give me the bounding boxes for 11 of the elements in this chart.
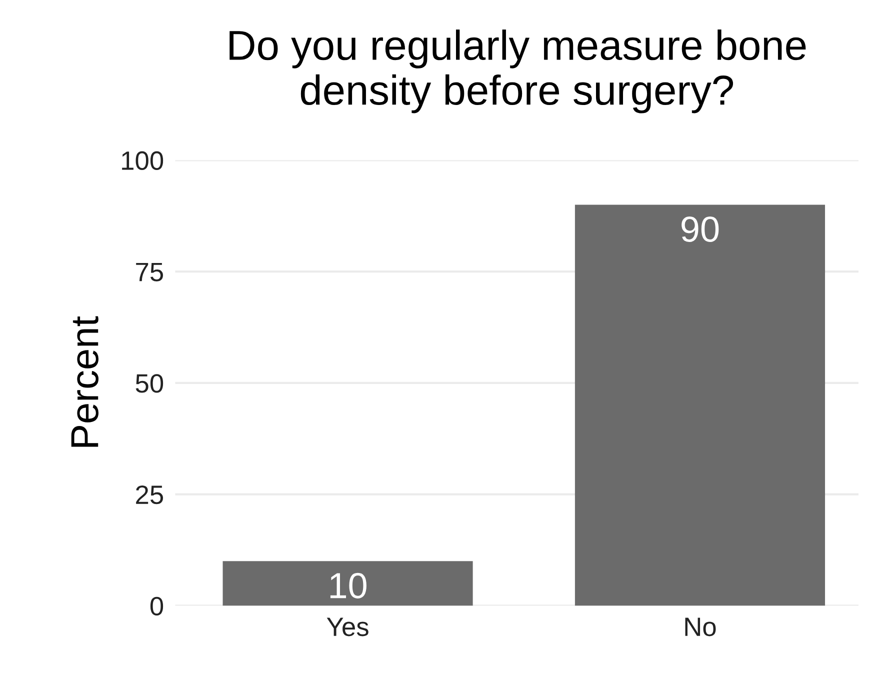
y-tick-label: 25 xyxy=(136,485,163,504)
y-tick-label: 75 xyxy=(136,262,163,282)
y-tick-label: 100 xyxy=(122,151,164,170)
x-tick-label: No xyxy=(685,618,716,636)
x-tick-label: Yes xyxy=(326,618,368,636)
y-tick-label: 50 xyxy=(136,374,164,393)
chart-title: Do you regularly measure bone density before surgery? xyxy=(230,30,806,114)
data-label: 10 xyxy=(330,572,366,598)
y-tick-label: 0 xyxy=(150,596,164,616)
data-label: 90 xyxy=(682,216,719,242)
y-axis-title: Percent xyxy=(71,316,98,447)
